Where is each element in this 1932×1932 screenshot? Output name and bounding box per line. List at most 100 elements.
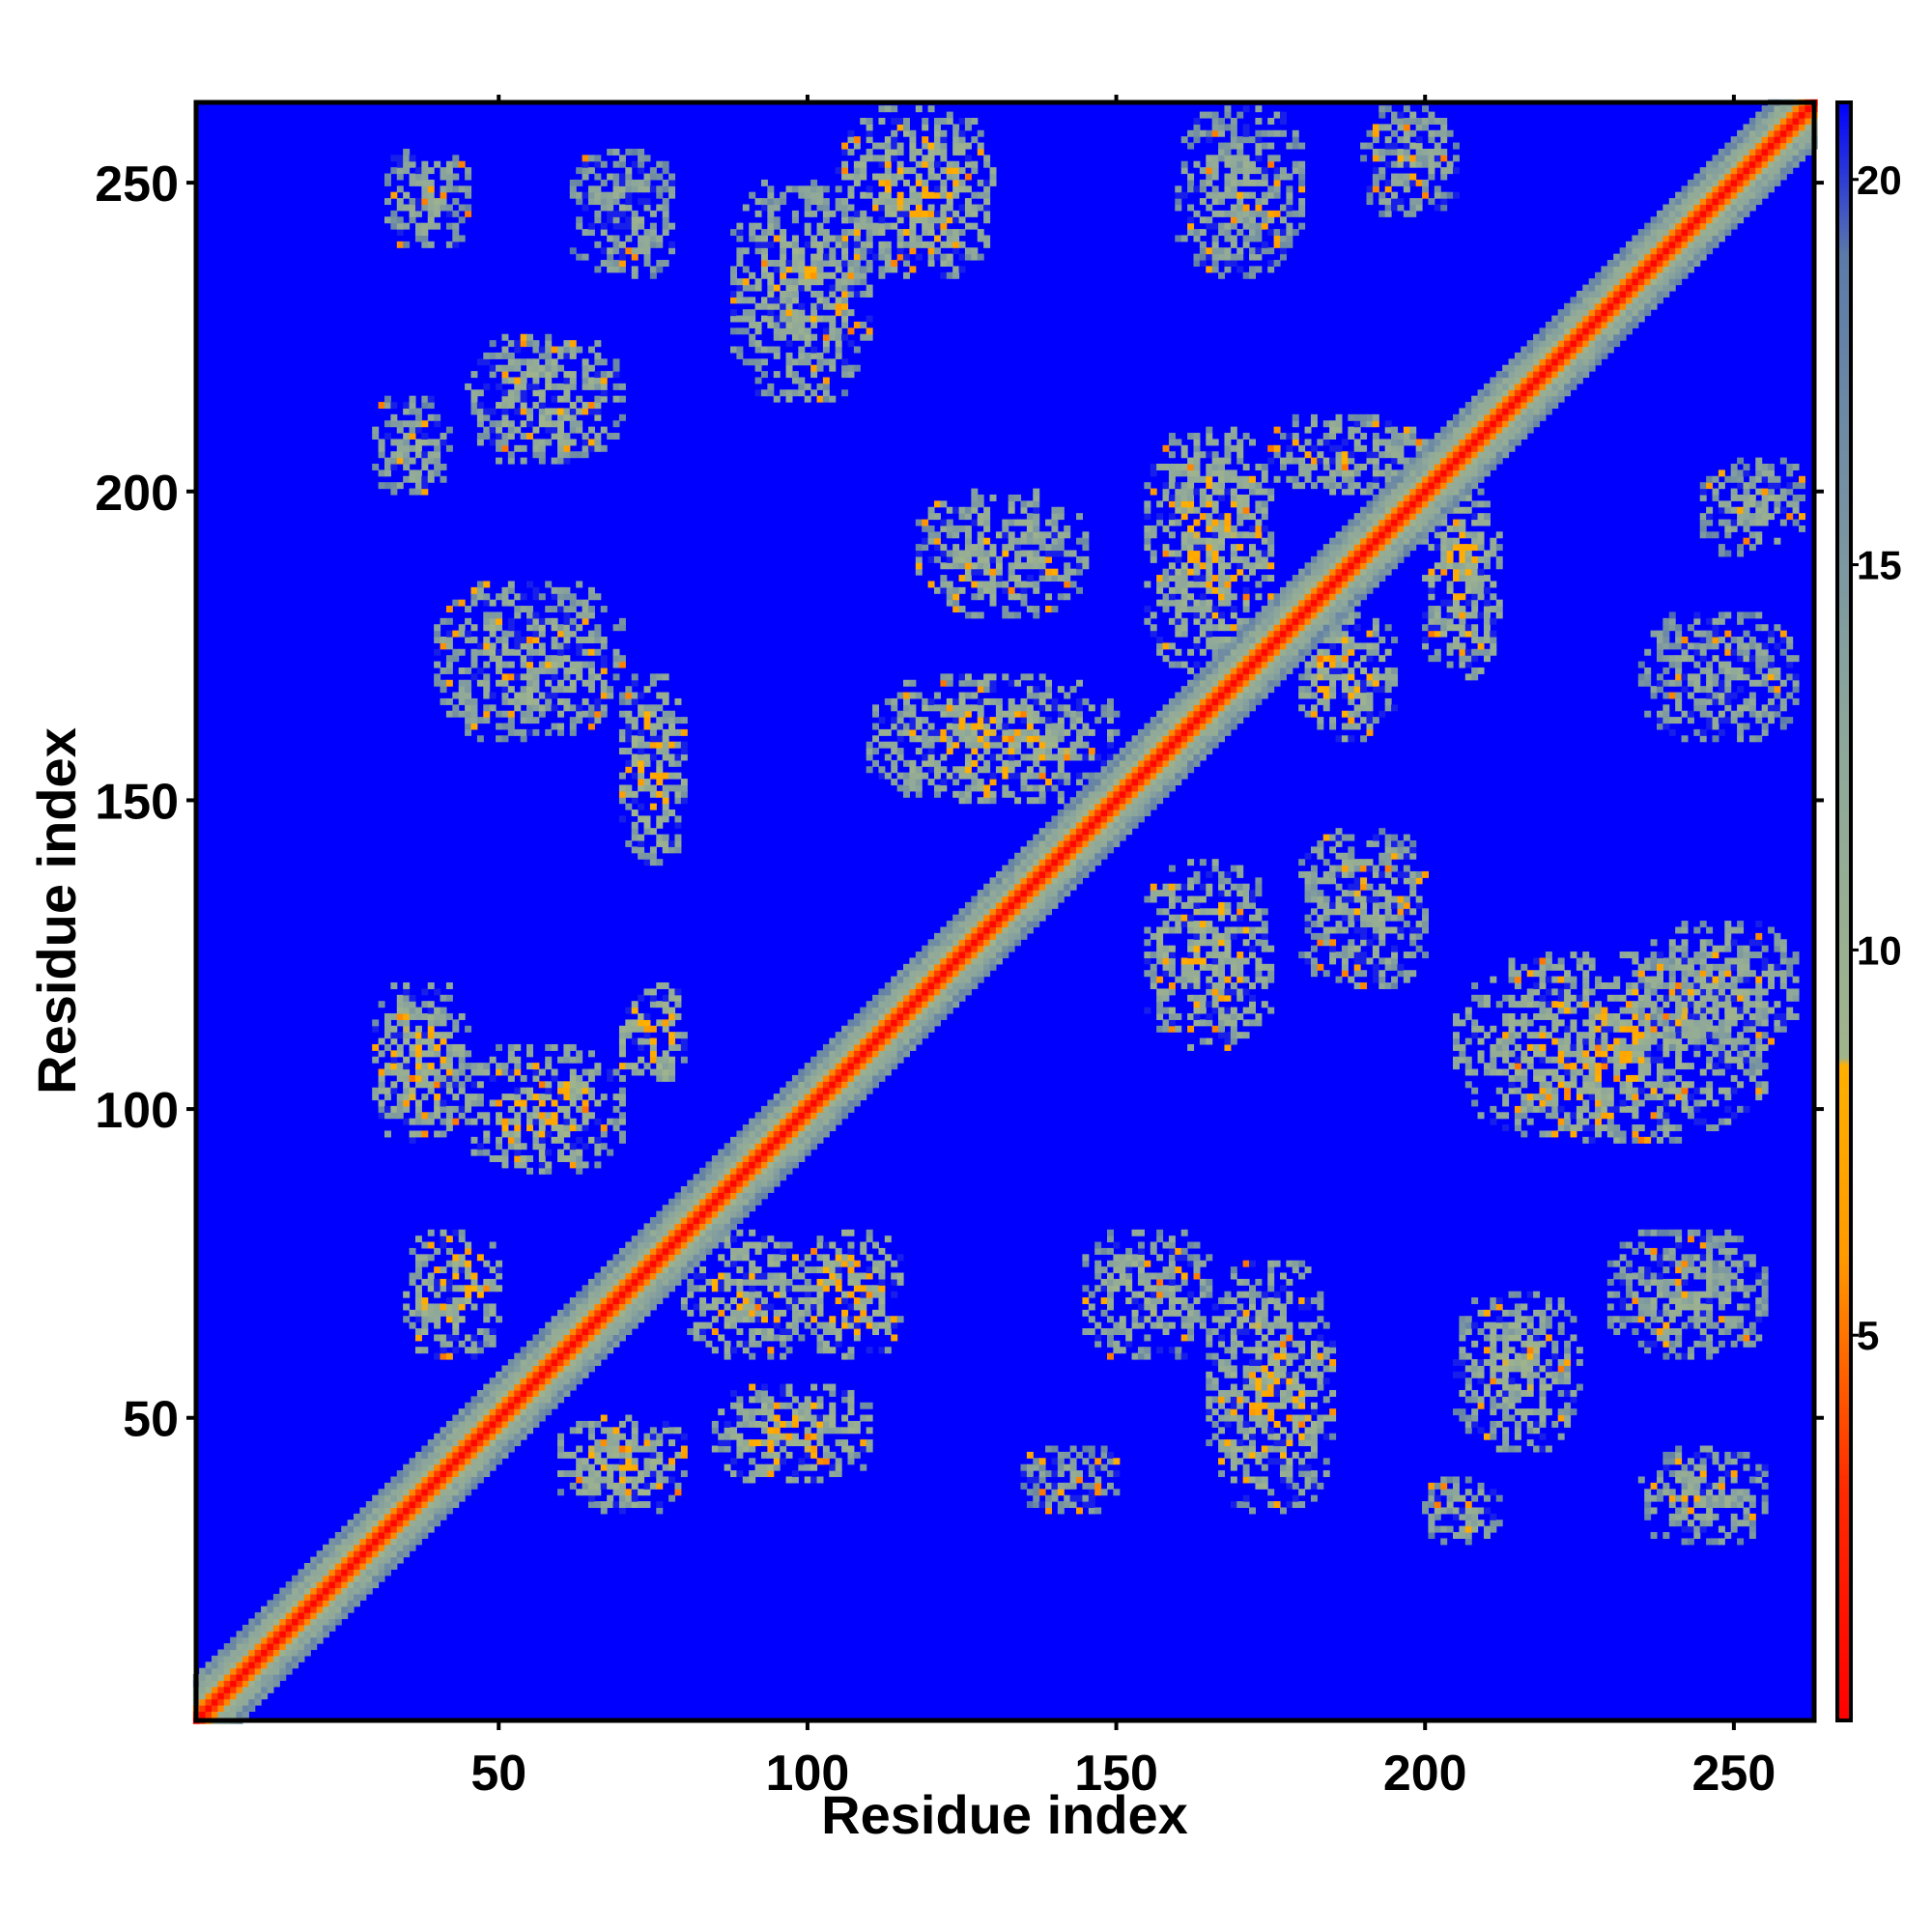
heatmap-cell	[421, 1130, 429, 1138]
heatmap-cell	[1002, 735, 1009, 743]
heatmap-cell	[538, 1068, 546, 1076]
heatmap-cell	[909, 229, 917, 237]
heatmap-cell	[1026, 717, 1034, 724]
heatmap-cell	[618, 222, 626, 230]
heatmap-cell	[600, 1124, 608, 1132]
heatmap-cell	[1230, 606, 1237, 613]
heatmap-cell	[866, 1285, 873, 1293]
heatmap-cell	[816, 185, 824, 193]
heatmap-cell	[582, 1161, 589, 1169]
heatmap-cell	[1057, 723, 1065, 730]
heatmap-cell	[1459, 593, 1466, 601]
heatmap-cell	[532, 346, 540, 354]
heatmap-cell	[1002, 550, 1009, 557]
heatmap-cell	[1045, 606, 1053, 613]
heatmap-cell	[841, 1396, 849, 1404]
heatmap-cell	[649, 728, 657, 736]
heatmap-cell	[853, 229, 861, 237]
heatmap-cell	[933, 772, 941, 780]
heatmap-cell	[1261, 525, 1268, 532]
heatmap-cell	[933, 222, 941, 230]
heatmap-cell	[1372, 420, 1379, 428]
heatmap-cell	[390, 222, 398, 230]
heatmap-cell	[724, 1352, 731, 1360]
heatmap-cell	[749, 222, 756, 230]
heatmap-cell	[884, 266, 892, 273]
heatmap-cell	[860, 278, 867, 286]
heatmap-cell	[804, 1303, 811, 1311]
heatmap-cell	[526, 408, 533, 415]
heatmap-cell	[557, 395, 564, 403]
heatmap-cell	[977, 179, 984, 186]
heatmap-cell	[680, 1445, 688, 1453]
heatmap-cell	[1384, 673, 1392, 681]
heatmap-cell	[538, 648, 546, 656]
heatmap-cell	[896, 142, 904, 150]
heatmap-cell	[587, 1420, 595, 1428]
heatmap-cell	[434, 679, 441, 687]
heatmap-cell	[780, 389, 787, 397]
heatmap-cell	[434, 661, 441, 668]
heatmap-cell	[476, 593, 484, 601]
heatmap-cell	[520, 444, 527, 452]
heatmap-cell	[551, 704, 558, 712]
heatmap-cell	[618, 191, 626, 199]
heatmap-cell	[866, 241, 873, 248]
heatmap-cell	[822, 346, 830, 354]
heatmap-cell	[791, 1439, 799, 1447]
heatmap-cell	[470, 624, 478, 632]
heatmap-cell	[1415, 439, 1423, 446]
heatmap-cell	[958, 704, 966, 712]
heatmap-cell	[847, 260, 855, 267]
heatmap-cell	[909, 704, 917, 712]
heatmap-cell	[1261, 555, 1268, 563]
heatmap-cell	[1483, 555, 1491, 563]
heatmap-cell	[625, 1414, 633, 1422]
heatmap-cell	[514, 1063, 522, 1070]
heatmap-cell	[1008, 741, 1015, 749]
heatmap-cell	[847, 191, 855, 199]
heatmap-cell	[551, 661, 558, 668]
heatmap-cell	[847, 1291, 855, 1298]
heatmap-cell	[835, 302, 842, 310]
heatmap-cell	[662, 1074, 669, 1082]
heatmap-cell	[866, 1254, 873, 1262]
heatmap-cell	[445, 994, 453, 1002]
heatmap-cell	[964, 797, 972, 805]
heatmap-cell	[452, 1260, 460, 1267]
heatmap-cell	[631, 1482, 639, 1490]
heatmap-cell	[520, 1099, 527, 1107]
heatmap-cell	[434, 1130, 441, 1138]
heatmap-cell	[915, 191, 923, 199]
heatmap-cell	[470, 1063, 478, 1070]
heatmap-cell	[1187, 994, 1195, 1002]
heatmap-cell	[964, 537, 972, 545]
heatmap-cell	[587, 717, 595, 724]
heatmap-cell	[526, 710, 533, 718]
heatmap-cell	[1175, 606, 1182, 613]
heatmap-cell	[465, 1266, 472, 1274]
heatmap-cell	[927, 160, 935, 168]
heatmap-cell	[946, 673, 953, 681]
heatmap-cell	[915, 198, 923, 206]
heatmap-cell	[631, 821, 639, 829]
heatmap-cell	[563, 673, 571, 681]
heatmap-cell	[940, 784, 948, 792]
heatmap-cell	[1045, 748, 1053, 755]
heatmap-cell	[1422, 624, 1430, 632]
heatmap-cell	[396, 1112, 404, 1120]
heatmap-cell	[1267, 531, 1275, 539]
heatmap-cell	[1187, 606, 1195, 613]
heatmap-cell	[1218, 642, 1226, 650]
heatmap-cell	[1076, 568, 1083, 576]
heatmap-cell	[1236, 439, 1244, 446]
heatmap-cell	[822, 297, 830, 304]
heatmap-cell	[649, 1068, 657, 1076]
heatmap-cell	[767, 1328, 775, 1336]
heatmap-cell	[551, 1043, 558, 1051]
heatmap-cell	[780, 1383, 787, 1391]
heatmap-cell	[933, 766, 941, 774]
heatmap-cell	[594, 191, 602, 199]
heatmap-cell	[785, 278, 793, 286]
heatmap-cell	[483, 1130, 491, 1138]
